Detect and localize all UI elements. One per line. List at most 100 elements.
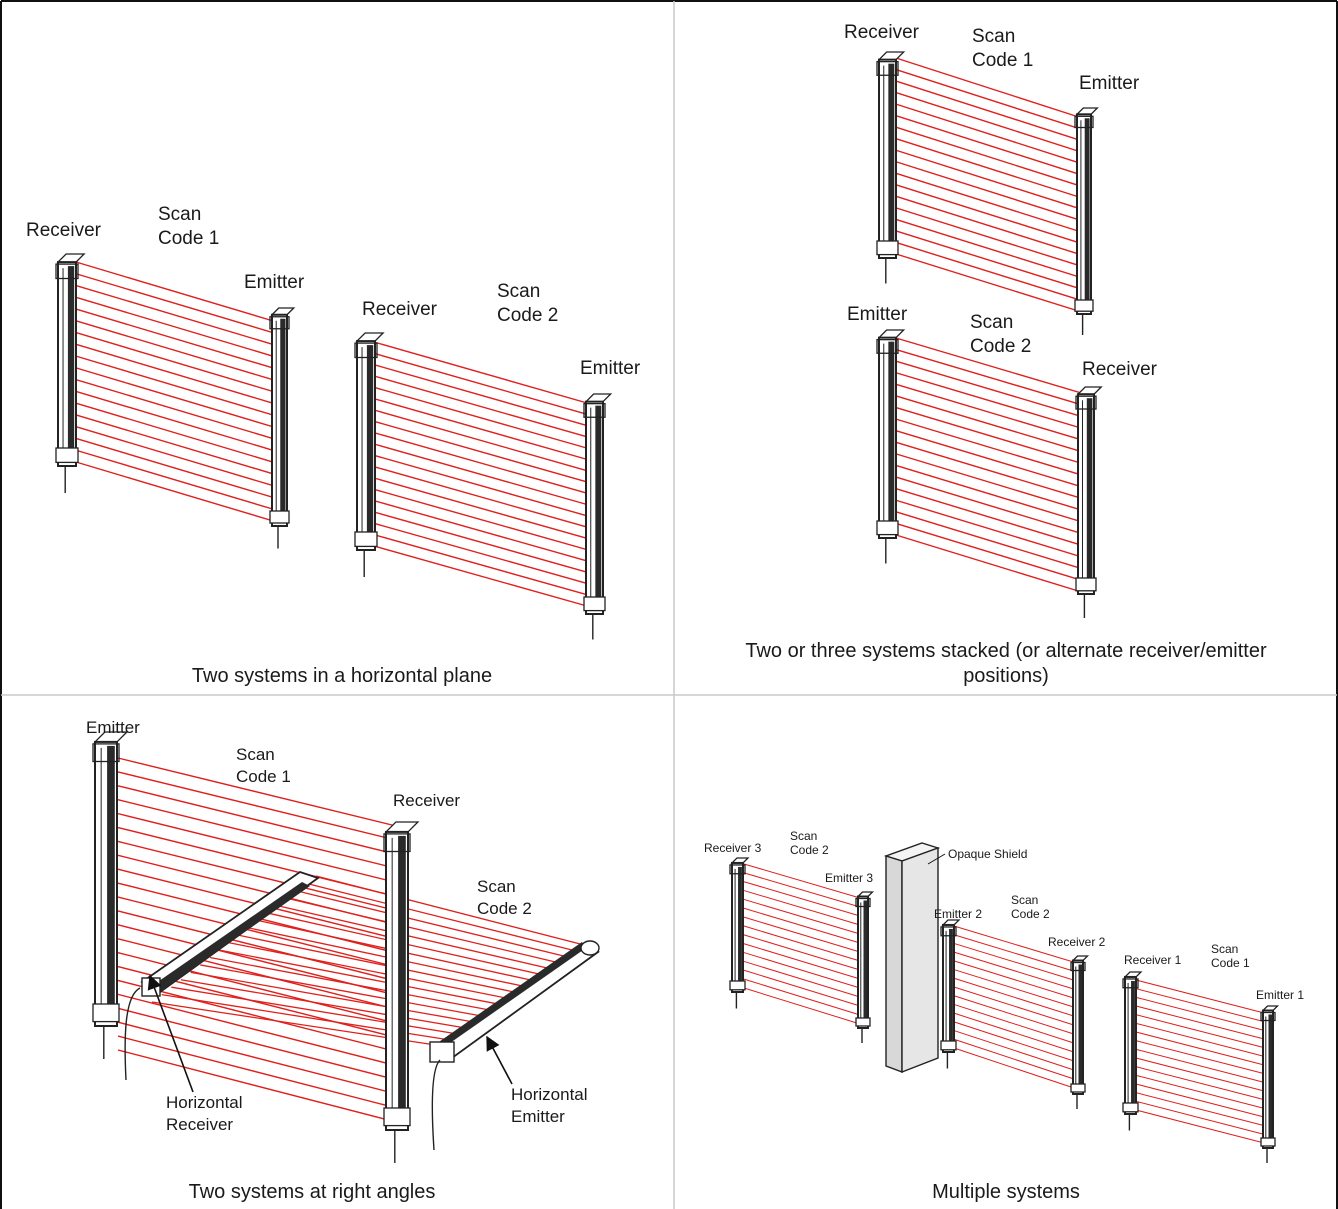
light-beam	[238, 934, 520, 994]
panel-right-angles: Emitter Scan Code 1 Receiver Scan Code 2 H…	[86, 718, 600, 1203]
device-body	[430, 945, 600, 1060]
beam-group-all	[743, 863, 1269, 1145]
emitter-device	[855, 891, 875, 1043]
light-beam	[895, 348, 1089, 408]
light-beam	[953, 960, 1081, 1001]
receiver-label: Receiver 2	[1048, 935, 1106, 949]
light-beam	[1135, 1040, 1269, 1076]
light-beam	[200, 964, 486, 1018]
scan-code-label: Scan Code 1	[158, 204, 219, 249]
light-beam	[895, 184, 1089, 247]
device-bracket-bottom	[729, 980, 746, 991]
light-beam	[953, 1012, 1081, 1055]
emitter-label: Emitter 2	[934, 907, 982, 921]
light-beam	[117, 1049, 397, 1123]
device-bracket-bottom	[876, 240, 899, 256]
light-beam	[895, 80, 1089, 144]
light-beam	[75, 320, 281, 383]
light-beam	[373, 511, 595, 575]
emitter-label: Emitter	[580, 358, 641, 379]
light-beam	[895, 383, 1089, 443]
light-beam	[373, 545, 595, 609]
device-lens-strip	[949, 928, 953, 1048]
light-beam	[895, 230, 1089, 292]
scan-code-label: Scan Code 2	[790, 829, 829, 857]
light-beam	[180, 979, 468, 1029]
device-lens-strip	[595, 405, 602, 610]
light-beam	[1135, 988, 1269, 1024]
light-beam	[117, 910, 397, 982]
device-lens-strip	[146, 882, 310, 996]
device-bracket-top	[729, 864, 746, 875]
light-beam	[75, 273, 281, 336]
light-beam	[895, 476, 1089, 537]
device-bracket-top	[354, 342, 378, 359]
emitter-device	[1074, 107, 1099, 335]
device-lens-strip	[280, 318, 286, 522]
device-bracket-top	[876, 338, 899, 354]
light-beam	[895, 395, 1089, 455]
horizontal-receiver-label: Horizontal Receiver	[166, 1093, 243, 1134]
device-lens-strip	[1131, 980, 1135, 1110]
device-bracket-top	[1260, 1011, 1276, 1022]
device-end-cap	[580, 940, 600, 956]
device-bracket-top	[269, 316, 290, 330]
light-beam	[895, 207, 1089, 270]
light-beam	[75, 402, 281, 465]
scan-code-label: Scan Code 2	[970, 312, 1031, 357]
light-beam	[286, 897, 563, 965]
light-beam	[895, 91, 1089, 155]
light-beam	[373, 386, 595, 451]
light-beam	[373, 443, 595, 508]
device-group	[876, 51, 1103, 618]
opaque-shield-side	[885, 855, 903, 1074]
light-beam	[895, 418, 1089, 478]
leader-arrow	[486, 1035, 513, 1085]
light-beam	[1135, 996, 1269, 1032]
device-lens-strip	[888, 341, 895, 534]
light-beam	[75, 378, 281, 442]
receiver-device	[1070, 955, 1090, 1109]
light-beam	[953, 925, 1081, 965]
device-top-cap	[384, 821, 420, 833]
beam-group-scan-code-1	[75, 261, 281, 524]
light-beam	[190, 971, 477, 1024]
light-beam	[895, 103, 1089, 167]
light-beam	[953, 1047, 1081, 1091]
light-beam	[75, 296, 281, 359]
light-beam	[75, 284, 281, 348]
device-lens-strip	[67, 266, 75, 462]
light-beam	[743, 987, 861, 1025]
device-bracket-top	[55, 263, 79, 280]
device-lens-strip	[1086, 398, 1093, 590]
light-beam	[743, 978, 861, 1016]
light-beam	[373, 522, 595, 587]
device-bracket-bottom	[1122, 1102, 1139, 1113]
device-bracket-top	[1070, 961, 1086, 972]
light-beam	[743, 916, 861, 953]
light-beam	[75, 449, 281, 512]
light-beam	[277, 905, 554, 971]
light-beam	[117, 938, 397, 1010]
panel-multiple-systems: Receiver 3 Scan Code 2 Emitter 3 Opaque S…	[704, 829, 1304, 1203]
light-beam	[895, 499, 1089, 560]
receiver-device	[876, 51, 906, 284]
receiver-device	[383, 821, 420, 1163]
device-bracket-bottom	[55, 447, 79, 464]
light-beam	[895, 57, 1089, 121]
emitter-device	[583, 393, 613, 640]
light-beam	[895, 138, 1089, 201]
light-beam	[75, 390, 281, 454]
device-lens-strip	[738, 866, 742, 988]
light-beam	[229, 942, 511, 1000]
light-beam	[117, 812, 397, 884]
light-beam	[296, 890, 571, 959]
light-beam	[1135, 1074, 1269, 1110]
device-body	[1124, 975, 1137, 1116]
device-bracket-top	[876, 61, 899, 76]
light-beam	[743, 969, 861, 1007]
light-beam	[373, 352, 595, 417]
beam-group-scan-code-2	[373, 341, 595, 609]
light-beam	[171, 986, 460, 1035]
